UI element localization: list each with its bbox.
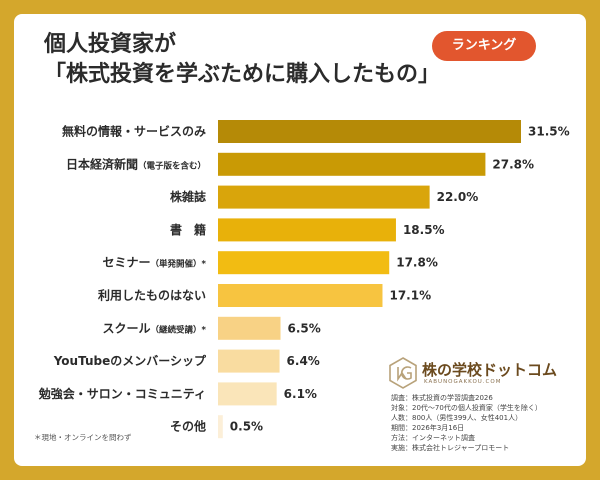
logo-hexagon-icon: [389, 357, 417, 389]
survey-line: 実施：株式会社トレジャープロモート: [391, 444, 510, 452]
category-label: YouTubeのメンバーシップ: [53, 353, 207, 368]
bar: [218, 382, 277, 406]
bar: [218, 152, 486, 176]
category-name: 書 籍: [170, 222, 206, 237]
value-label: 22.0%: [437, 190, 479, 204]
bar: [218, 251, 390, 275]
category-label: 勉強会・サロン・コミュニティ: [38, 386, 206, 401]
survey-line: 調査：株式投資の学習調査2026: [391, 394, 493, 402]
footnote: ＊現地・オンラインを問わず: [34, 433, 132, 442]
chart-title: 個人投資家が 「株式投資を学ぶために購入したもの」: [44, 30, 440, 90]
value-label: 17.8%: [396, 256, 438, 270]
category-note: （電子版を含む）: [138, 160, 206, 171]
category-name: 日本経済新聞: [66, 156, 138, 171]
category-note: （単発開催）*: [151, 259, 207, 270]
category-label: セミナー（単発開催）*: [103, 256, 207, 270]
category-name: スクール: [103, 321, 151, 335]
category-name: 利用したものはない: [98, 288, 206, 303]
value-label: 6.1%: [284, 387, 317, 401]
category-label: 書 籍: [170, 222, 206, 237]
category-label: スクール（継続受講）*: [103, 321, 207, 335]
value-label: 27.8%: [492, 157, 534, 171]
value-label: 17.1%: [389, 289, 431, 303]
value-label: 6.5%: [288, 321, 321, 335]
category-label: 無料の情報・サービスのみ: [62, 124, 206, 139]
category-note: （継続受講）*: [151, 324, 207, 335]
logo-subtitle: KABUNOGAKKOU.COM: [424, 379, 502, 385]
category-label: 日本経済新聞（電子版を含む）: [66, 156, 206, 171]
bar: [218, 284, 383, 307]
survey-info: 調査：株式投資の学習調査2026 対象：20代〜70代の個人投資家（学生を除く）…: [391, 393, 542, 453]
value-label: 31.5%: [528, 125, 570, 139]
bar: [218, 185, 430, 209]
survey-line: 期間：2026年3月16日: [391, 424, 465, 432]
bar: [218, 415, 223, 439]
category-name: その他: [170, 419, 206, 434]
value-label: 18.5%: [403, 223, 445, 237]
bar: [218, 120, 521, 143]
logo: 株の学校ドットコム KABUNOGAKKOU.COM: [386, 356, 566, 392]
category-name: 株雑誌: [170, 189, 206, 204]
category-label: その他: [170, 419, 206, 434]
logo-name: 株の学校ドットコム: [422, 361, 558, 379]
category-name: 勉強会・サロン・コミュニティ: [38, 386, 206, 401]
survey-line: 人数：800人（男性399人、女性401人）: [391, 414, 523, 422]
ranking-badge: ランキング: [432, 31, 536, 61]
category-label: 利用したものはない: [98, 288, 206, 303]
title-line-1: 個人投資家が: [44, 32, 177, 57]
category-name: YouTubeのメンバーシップ: [53, 353, 207, 368]
title-line-2: 「株式投資を学ぶために購入したもの」: [44, 62, 441, 87]
value-label: 0.5%: [230, 420, 263, 434]
bar: [218, 316, 281, 340]
category-name: セミナー: [103, 256, 151, 270]
category-name: 無料の情報・サービスのみ: [62, 124, 206, 139]
value-label: 6.4%: [287, 354, 320, 368]
category-label: 株雑誌: [170, 189, 206, 204]
survey-line: 対象：20代〜70代の個人投資家（学生を除く）: [391, 404, 542, 412]
bar: [218, 349, 280, 373]
survey-line: 方法：インターネット調査: [391, 434, 475, 442]
bar: [218, 218, 396, 242]
